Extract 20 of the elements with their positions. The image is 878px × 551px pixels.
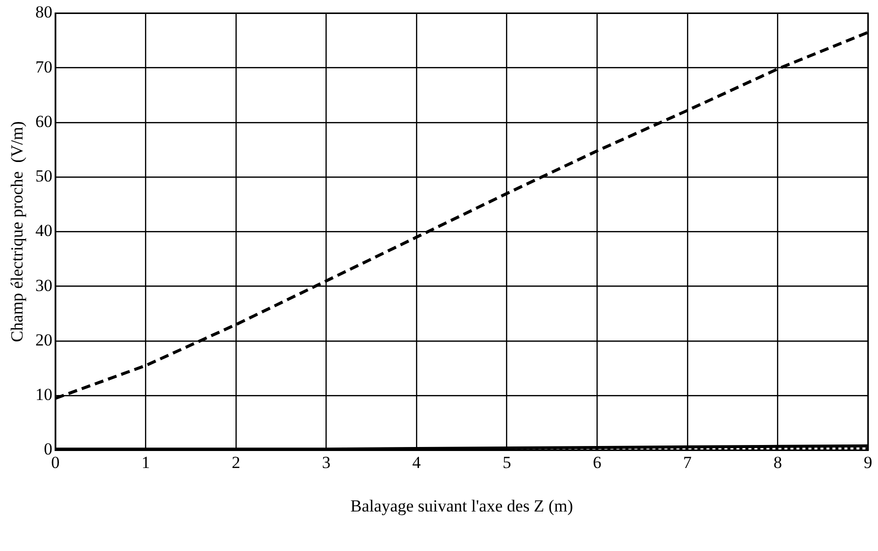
y-tick-label: 40 <box>35 221 52 240</box>
x-tick-label: 2 <box>232 452 240 472</box>
x-tick-label: 8 <box>773 452 782 472</box>
y-tick-label: 60 <box>35 112 52 131</box>
x-tick-label: 5 <box>502 452 512 472</box>
x-tick-label: 3 <box>322 452 331 472</box>
x-tick-label: 1 <box>141 452 150 472</box>
x-axis-title: Balayage suivant l'axe des Z (m) <box>350 496 573 516</box>
x-tick-label: 6 <box>592 452 602 472</box>
y-tick-label: 10 <box>35 385 52 404</box>
x-tick-label: 7 <box>683 452 692 472</box>
y-tick-label: 70 <box>35 57 52 76</box>
x-tick-label: 9 <box>864 452 872 472</box>
y-tick-label: 80 <box>35 2 52 22</box>
y-tick-label: 50 <box>35 166 52 186</box>
y-tick-label: 20 <box>35 330 52 350</box>
y-tick-label: 0 <box>44 440 52 459</box>
y-tick-label: 30 <box>35 276 52 295</box>
x-tick-label: 4 <box>412 452 422 472</box>
y-axis-title: Champ électrique proche (V/m) <box>8 121 27 342</box>
